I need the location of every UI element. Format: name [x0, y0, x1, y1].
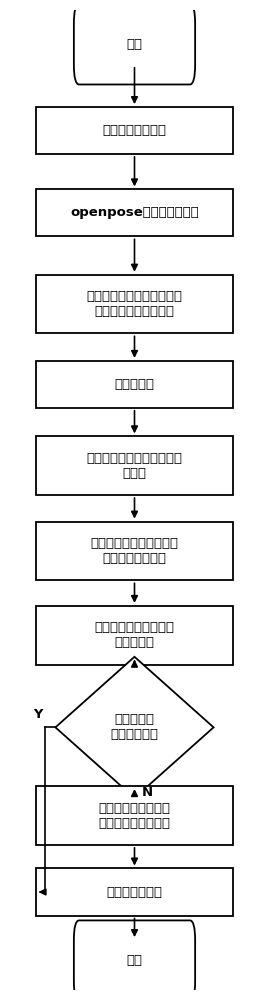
Bar	[36, 189, 233, 236]
Polygon shape	[55, 657, 214, 798]
Text: 根据关键点坐标构建躯干姿
态向量，并计算偏移角: 根据关键点坐标构建躯干姿 态向量，并计算偏移角	[87, 290, 182, 318]
Bar	[36, 361, 233, 408]
Text: 判断是否为
腾空最高点？: 判断是否为 腾空最高点？	[111, 713, 158, 741]
FancyBboxPatch shape	[74, 4, 195, 84]
Bar	[36, 107, 233, 154]
Text: 开始: 开始	[126, 38, 143, 51]
Text: 采集立定跳远视频: 采集立定跳远视频	[102, 124, 167, 137]
Bar	[36, 606, 233, 665]
Bar	[36, 786, 233, 845]
Text: 根据关键点（尾椎点）找到
终止帧: 根据关键点（尾椎点）找到 终止帧	[87, 452, 182, 480]
Text: 找到起始帧: 找到起始帧	[115, 378, 154, 391]
Text: 利用最小二乘法拟合
曲线，计算腾空高度: 利用最小二乘法拟合 曲线，计算腾空高度	[98, 802, 171, 830]
Text: 找到视频关键点（尾椎
点）最高点: 找到视频关键点（尾椎 点）最高点	[94, 621, 175, 649]
Text: 结束: 结束	[126, 954, 143, 967]
Text: openpose提取关键点坐标: openpose提取关键点坐标	[70, 206, 199, 219]
Text: Y: Y	[34, 708, 43, 721]
Bar	[36, 868, 233, 916]
Bar	[36, 522, 233, 580]
Text: N: N	[142, 786, 153, 799]
Text: 根据起始帧和终止帧截取
立定跳远腾空视频: 根据起始帧和终止帧截取 立定跳远腾空视频	[90, 537, 179, 565]
FancyBboxPatch shape	[74, 920, 195, 1000]
Bar	[36, 275, 233, 333]
Bar	[36, 436, 233, 495]
Text: 输出最高点高度: 输出最高点高度	[107, 886, 162, 898]
